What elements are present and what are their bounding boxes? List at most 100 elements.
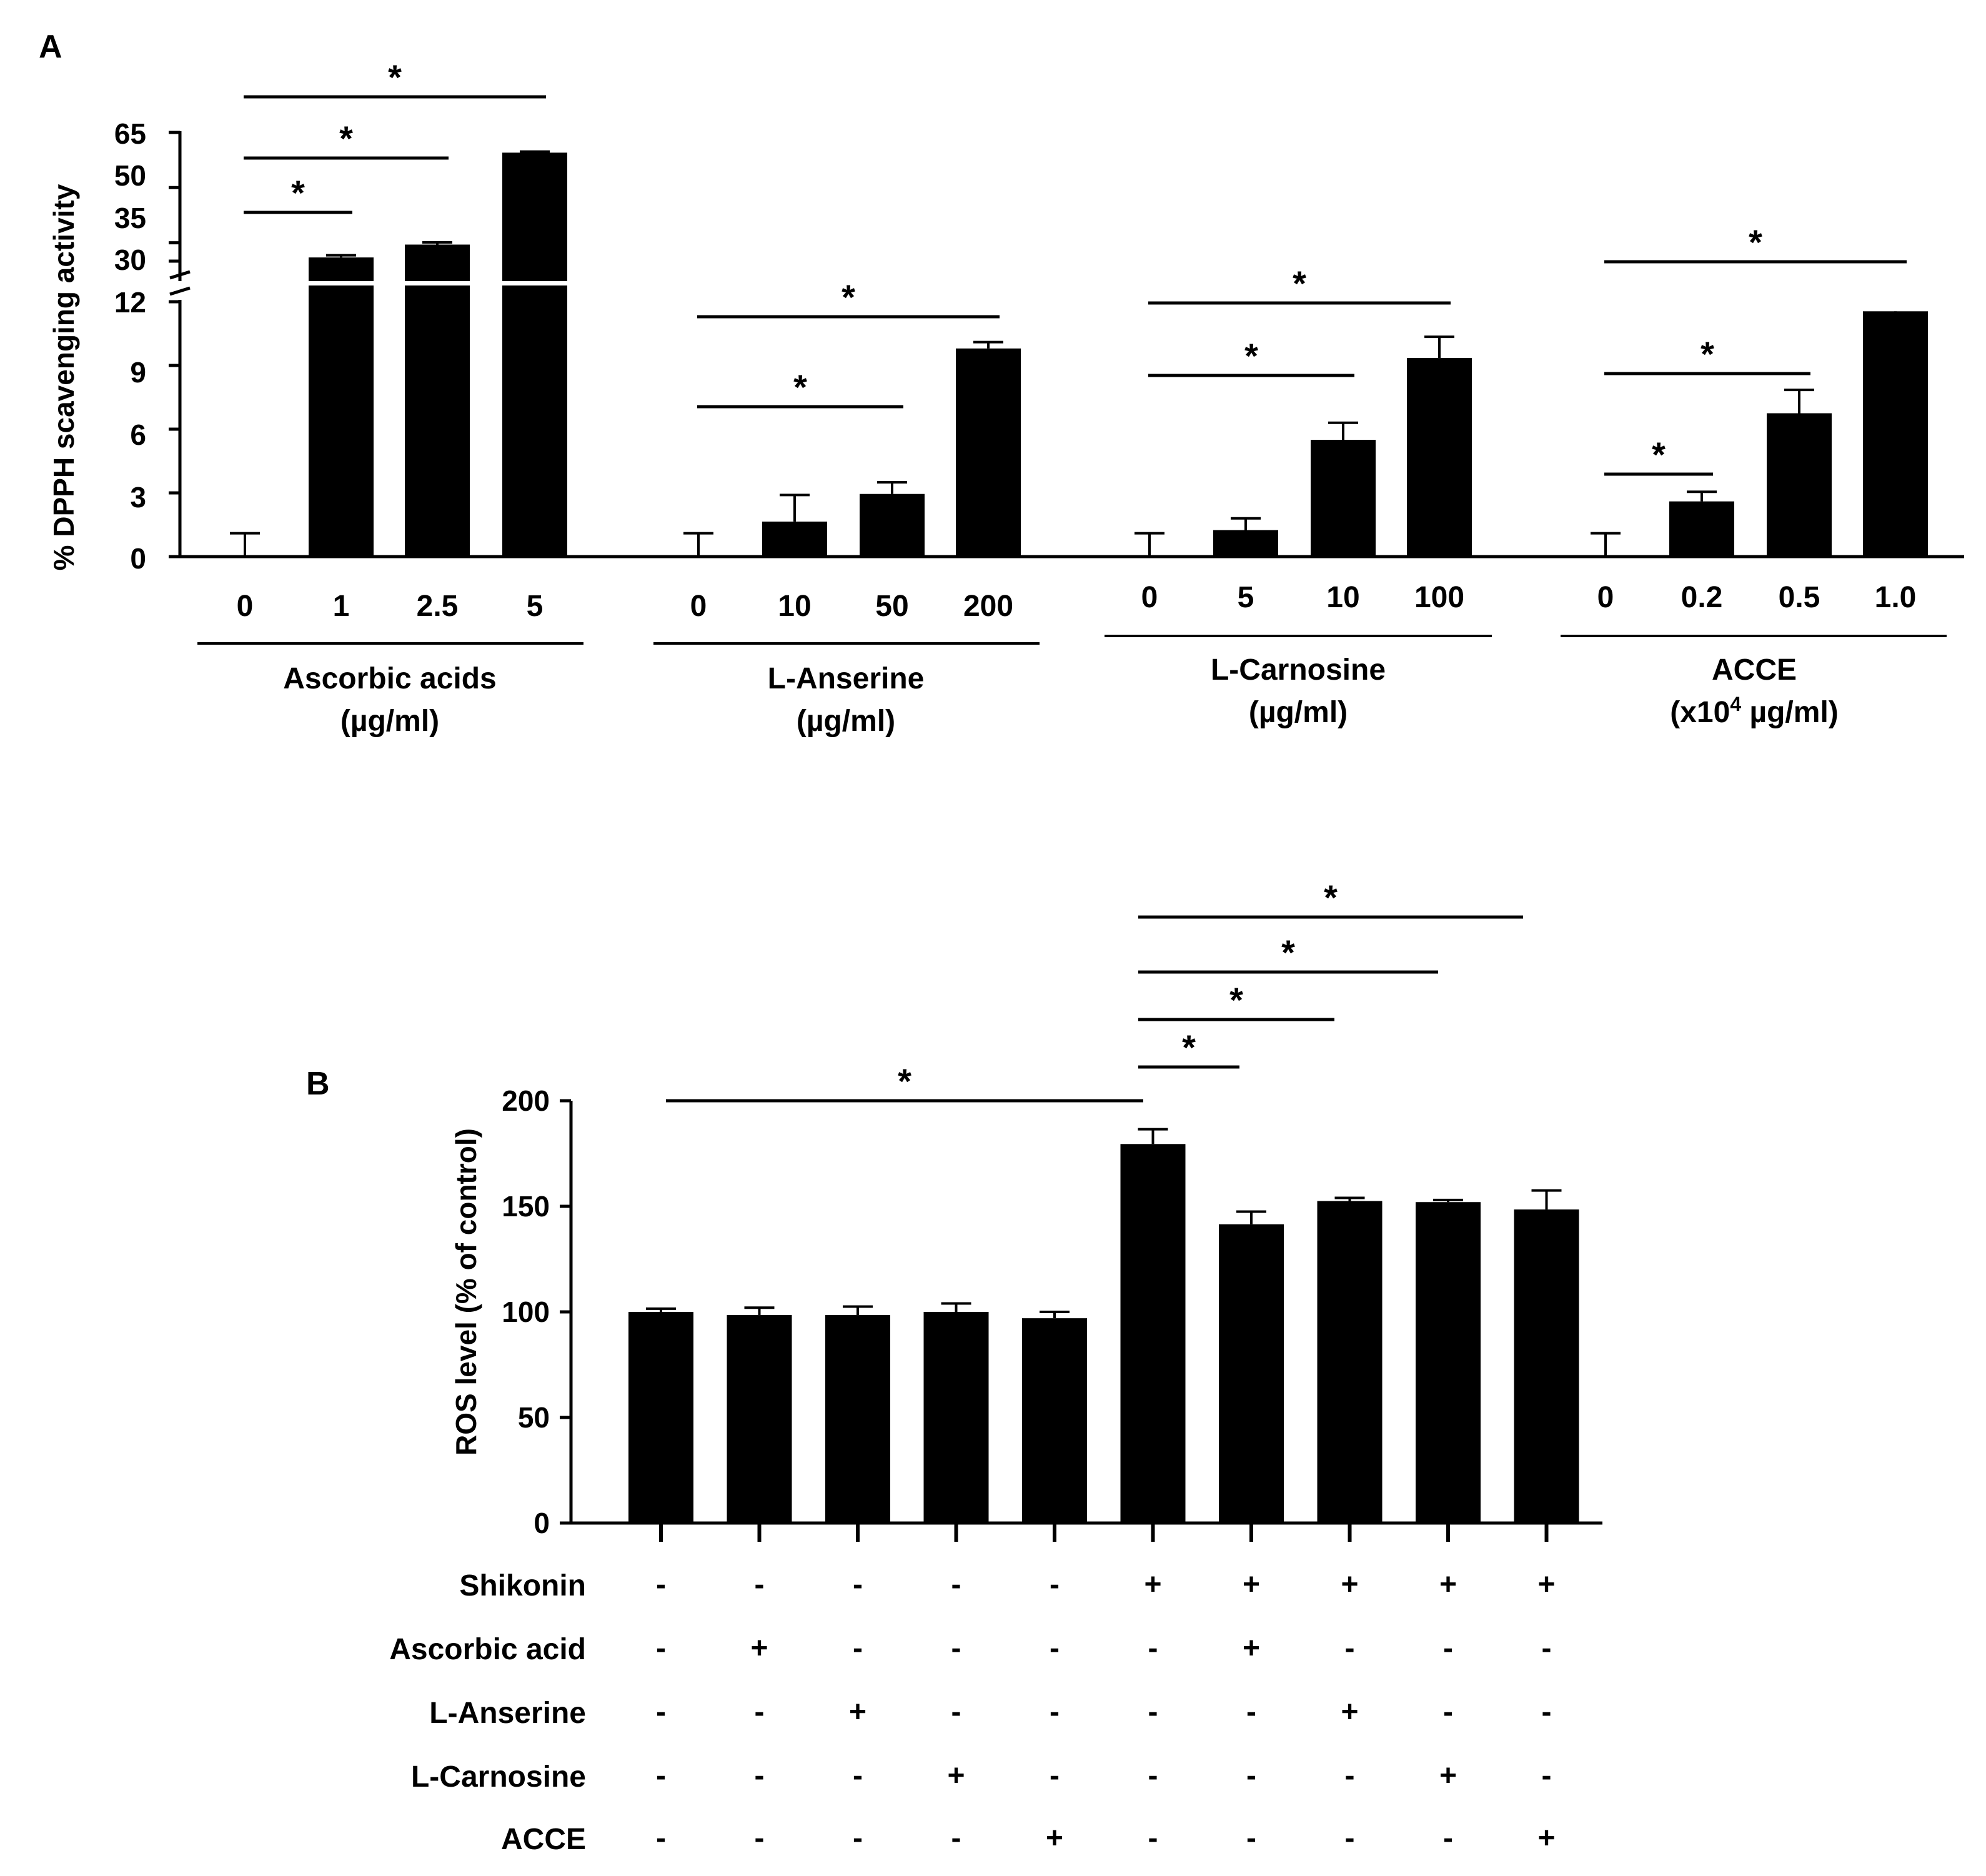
bar <box>1416 1202 1481 1523</box>
bar <box>628 1312 693 1523</box>
bar <box>1022 1318 1087 1523</box>
panel-b-y-tick-label: 50 <box>518 1401 550 1434</box>
significance-asterisk: * <box>793 367 807 407</box>
treatment-row-label: Ascorbic acid <box>389 1633 586 1666</box>
x-tick-label: 1 <box>333 590 350 623</box>
panel-b-y-ticks: 0 50 100 150 200 <box>502 1084 571 1539</box>
group-label-ascorbic: Ascorbic acids <box>283 662 496 695</box>
treatment-plus: + <box>1144 1568 1161 1601</box>
x-tick-label: 10 <box>778 590 811 623</box>
bar <box>1219 1224 1284 1523</box>
panel-a-label: A <box>39 29 62 65</box>
panel-b-bars <box>628 1128 1579 1542</box>
x-tick-label: 0 <box>1597 581 1614 614</box>
treatment-minus: - <box>755 1822 765 1855</box>
panel-a-y-tick-label: 9 <box>130 356 146 389</box>
panel-a-y-tick-label: 12 <box>114 286 146 319</box>
panel-a-y-tick-label: 35 <box>114 202 146 234</box>
bar <box>502 152 567 557</box>
treatment-row-label: Shikonin <box>459 1569 586 1602</box>
treatment-plus: + <box>1243 1568 1260 1601</box>
panel-b-y-tick-label: 0 <box>534 1507 550 1539</box>
treatment-minus: - <box>755 1568 765 1601</box>
treatment-minus: - <box>853 1568 863 1601</box>
treatment-row-label: ACCE <box>501 1823 586 1856</box>
x-tick-label: 100 <box>1414 581 1464 614</box>
treatment-minus: - <box>1148 1695 1158 1729</box>
bar <box>1514 1209 1579 1523</box>
treatment-minus: - <box>1542 1695 1552 1729</box>
treatment-plus: + <box>849 1695 866 1729</box>
treatment-minus: - <box>656 1822 666 1855</box>
panel-b-treatment-matrix: Shikonin - - - - - + + + + + Ascorbic acid - + - - - - + - -… <box>389 1568 1555 1856</box>
treatment-minus: - <box>656 1695 666 1729</box>
treatment-plus: + <box>1537 1822 1555 1855</box>
panel-a-y-tick-label: 6 <box>130 419 146 451</box>
bar <box>1120 1144 1186 1523</box>
x-tick-label: 0.5 <box>1779 581 1820 614</box>
panel-b-y-tick-label: 200 <box>502 1084 550 1117</box>
treatment-minus: - <box>1246 1822 1256 1855</box>
treatment-minus: - <box>1345 1759 1355 1792</box>
treatment-minus: - <box>1148 1759 1158 1792</box>
panel-b-y-tick-label: 150 <box>502 1190 550 1223</box>
bar <box>825 1315 890 1523</box>
panel-a-y-tick-label: 65 <box>114 117 146 150</box>
x-tick-label: 0 <box>690 590 707 623</box>
group-label-ascorbic-unit: (µg/ml) <box>340 705 439 738</box>
treatment-plus: + <box>750 1632 768 1665</box>
treatment-row-label: L-Anserine <box>429 1697 586 1730</box>
treatment-plus: + <box>1439 1568 1457 1601</box>
bar-break-gap <box>501 281 568 285</box>
treatment-plus: + <box>1537 1568 1555 1601</box>
bar <box>956 348 1021 557</box>
panel-a-y-tick-label: 50 <box>114 159 146 192</box>
group-label-acce: ACCE <box>1712 653 1797 687</box>
acce-unit-suffix: µg/ml) <box>1741 696 1839 729</box>
x-tick-label: 5 <box>1238 581 1254 614</box>
panel-b-label: B <box>306 1066 330 1102</box>
significance-asterisk: * <box>1701 334 1714 374</box>
treatment-minus: - <box>853 1632 863 1665</box>
treatment-minus: - <box>755 1695 765 1729</box>
significance-asterisk: * <box>898 1061 911 1101</box>
treatment-minus: - <box>1542 1759 1552 1792</box>
group-label-carnosine: L-Carnosine <box>1211 653 1386 687</box>
x-tick-label: 10 <box>1326 581 1359 614</box>
x-tick-label: 2.5 <box>417 590 459 623</box>
acce-unit-superscript: 4 <box>1730 693 1741 715</box>
treatment-plus: + <box>1243 1632 1260 1665</box>
treatment-minus: - <box>1050 1568 1060 1601</box>
x-tick-label: 0 <box>1141 581 1158 614</box>
x-tick-label: 50 <box>875 590 908 623</box>
significance-asterisk: * <box>388 57 402 97</box>
treatment-minus: - <box>656 1759 666 1792</box>
bar <box>1669 501 1734 557</box>
bar-break-gap <box>307 281 375 285</box>
treatment-minus: - <box>951 1695 961 1729</box>
treatment-plus: + <box>1439 1759 1457 1792</box>
treatment-minus: - <box>1050 1632 1060 1665</box>
group-label-acce-unit: (x104 µg/ml) <box>1670 693 1839 729</box>
treatment-minus: - <box>853 1822 863 1855</box>
treatment-minus: - <box>951 1568 961 1601</box>
treatment-plus: + <box>947 1759 965 1792</box>
significance-asterisk: * <box>291 173 305 212</box>
bar <box>762 521 827 557</box>
x-tick-label: 0 <box>237 590 254 623</box>
panel-a-y-tick-label: 0 <box>130 542 146 575</box>
panel-b-significance-brackets: * * * * * <box>666 878 1523 1103</box>
treatment-minus: - <box>1345 1632 1355 1665</box>
significance-asterisk: * <box>1324 878 1338 917</box>
bar <box>860 494 925 557</box>
significance-asterisk: * <box>1652 435 1666 474</box>
panel-b-y-axis-title: ROS level (% of control) <box>450 1128 482 1456</box>
x-tick-label: 1.0 <box>1875 581 1917 614</box>
significance-asterisk: * <box>339 119 353 158</box>
bar <box>309 257 374 557</box>
bar-break-gap <box>404 281 471 285</box>
treatment-minus: - <box>1050 1695 1060 1729</box>
panel-a-y-tick-label: 3 <box>130 481 146 514</box>
